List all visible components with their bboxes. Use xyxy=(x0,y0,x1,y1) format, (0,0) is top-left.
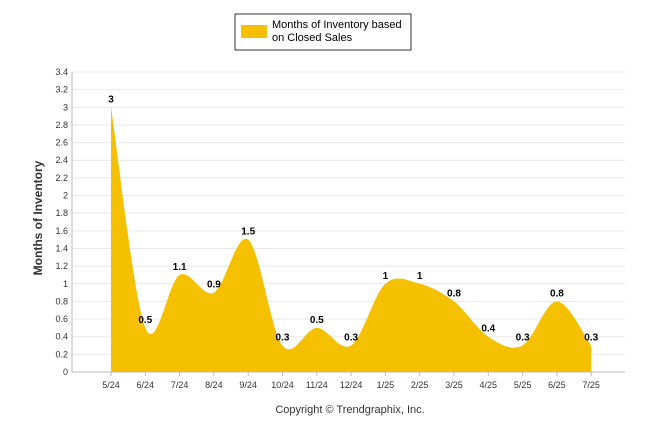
y-tick-label: 1.2 xyxy=(55,261,68,271)
x-tick-label: 5/25 xyxy=(514,380,532,390)
y-tick-label: 2.2 xyxy=(55,173,68,183)
y-tick-label: 1.8 xyxy=(55,208,68,218)
data-label: 0.8 xyxy=(550,288,564,299)
y-tick-label: 0.8 xyxy=(55,296,68,306)
y-tick-label: 1.4 xyxy=(55,243,68,253)
x-tick-label: 7/24 xyxy=(171,380,189,390)
axes xyxy=(71,72,625,373)
x-tick-label: 5/24 xyxy=(102,380,120,390)
data-label: 1 xyxy=(417,271,423,282)
x-tick-label: 1/25 xyxy=(377,380,395,390)
y-tick-label: 3.4 xyxy=(55,67,68,77)
data-labels: 3 0.5 1.1 0.9 1.5 0.3 0.5 0.3 1 1 0.8 0.4 0.3 0.8 0.3 xyxy=(108,94,598,343)
area-series-months-of-inventory xyxy=(111,107,592,372)
y-tick-label: 1 xyxy=(63,279,68,289)
x-tick-label: 11/24 xyxy=(306,380,328,390)
data-label: 1.5 xyxy=(241,227,255,238)
data-label: 0.8 xyxy=(447,288,461,299)
y-axis-label: Months of Inventory xyxy=(31,160,45,275)
legend-label-line1: Months of Inventory based xyxy=(272,19,402,31)
x-tick-label: 9/24 xyxy=(239,380,257,390)
y-tick-labels: 0 0.2 0.4 0.6 0.8 1 1.2 1.4 1.6 1.8 2 2.2 2.4 2.6 2.8 3… xyxy=(55,67,68,377)
data-label: 0.4 xyxy=(481,324,495,335)
data-label: 0.3 xyxy=(276,333,290,344)
y-tick-label: 0 xyxy=(63,367,68,377)
x-tick-label: 6/25 xyxy=(548,380,566,390)
y-tick-label: 2 xyxy=(63,191,68,201)
y-tick-label: 0.2 xyxy=(55,349,68,359)
legend-label-line2: on Closed Sales xyxy=(272,32,353,44)
copyright-text: Copyright © Trendgraphix, Inc. xyxy=(275,404,424,416)
y-tick-label: 0.6 xyxy=(55,314,68,324)
x-tick-label: 10/24 xyxy=(271,380,294,390)
legend: Months of Inventory based on Closed Sale… xyxy=(234,13,412,51)
data-label: 3 xyxy=(108,94,114,105)
x-tick-label: 12/24 xyxy=(340,380,363,390)
x-tick-label: 2/25 xyxy=(411,380,429,390)
legend-swatch xyxy=(241,25,267,38)
data-label: 0.3 xyxy=(584,333,598,344)
x-tick-label: 6/24 xyxy=(137,380,155,390)
data-label: 0.3 xyxy=(344,333,358,344)
y-tick-label: 1.6 xyxy=(55,226,68,236)
x-tick-label: 4/25 xyxy=(480,380,498,390)
x-tick-label: 7/25 xyxy=(582,380,600,390)
y-tick-label: 3.2 xyxy=(55,85,68,95)
data-label: 1 xyxy=(383,271,389,282)
area-series xyxy=(111,107,592,372)
y-tick-label: 0.4 xyxy=(55,332,68,342)
x-tick-labels: 5/24 6/24 7/24 8/24 9/24 10/24 11/24 12/24 1/25 2… xyxy=(102,372,600,390)
y-tick-label: 2.8 xyxy=(55,120,68,130)
y-tick-label: 2.6 xyxy=(55,138,68,148)
data-label: 1.1 xyxy=(173,262,187,273)
y-tick-label: 2.4 xyxy=(55,155,68,165)
y-tick-label: 3 xyxy=(63,102,68,112)
x-tick-label: 3/25 xyxy=(445,380,463,390)
data-label: 0.5 xyxy=(138,315,152,326)
data-label: 0.3 xyxy=(516,333,530,344)
data-label: 0.5 xyxy=(310,315,324,326)
data-label: 0.9 xyxy=(207,280,221,291)
x-tick-label: 8/24 xyxy=(205,380,223,390)
